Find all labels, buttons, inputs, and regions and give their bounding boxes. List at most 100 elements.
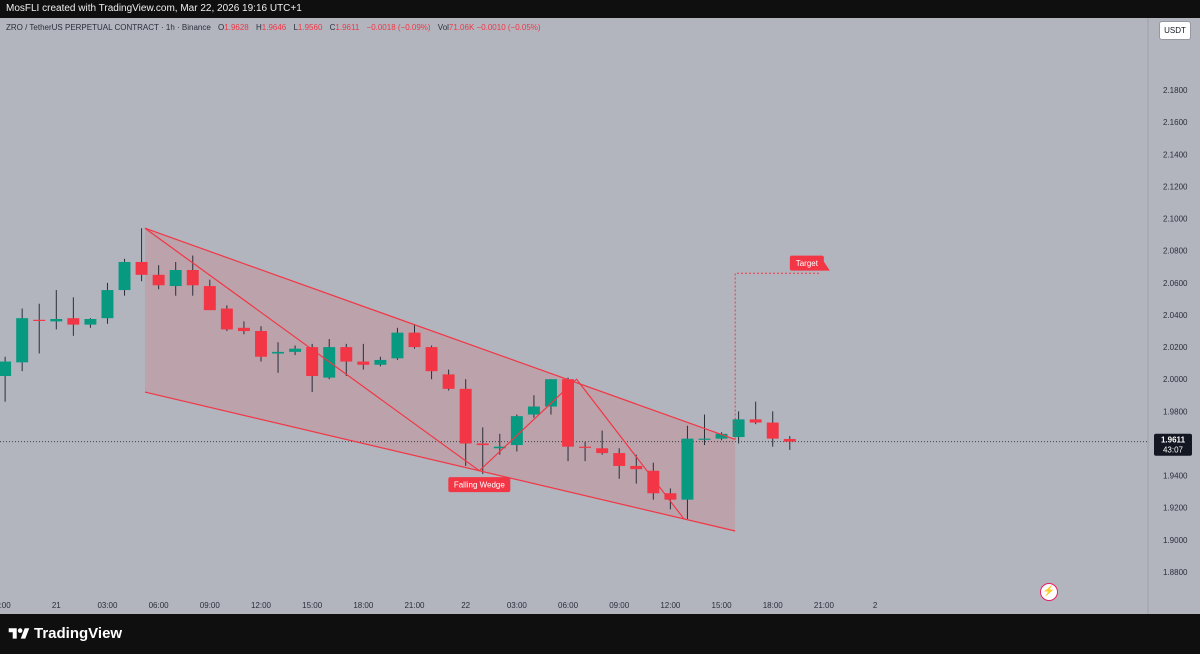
x-tick-label: 06:00 xyxy=(558,601,579,610)
symbol-title: ZRO / TetherUS PERPETUAL CONTRACT · 1h ·… xyxy=(6,23,211,32)
x-tick-label: 15:00 xyxy=(712,601,733,610)
candle-body xyxy=(783,438,796,442)
high-value: 1.9646 xyxy=(261,23,287,32)
credit-text: MosFLI created with TradingView.com, Mar… xyxy=(6,3,302,14)
last-price-badge xyxy=(1154,433,1192,456)
last-price-value: 1.9611 xyxy=(1161,436,1186,445)
candle-body xyxy=(101,290,114,319)
target-label-box xyxy=(789,255,824,271)
x-tick-label: 21:00 xyxy=(404,601,425,610)
open-label: O xyxy=(218,23,225,32)
candle-body xyxy=(613,453,626,466)
credit-bar: MosFLI created with TradingView.com, Mar… xyxy=(0,0,1200,18)
x-tick-label: 09:00 xyxy=(609,601,630,610)
candle-body xyxy=(169,270,182,287)
y-tick-label: 1.9000 xyxy=(1163,536,1188,545)
candle-body xyxy=(493,446,506,449)
low-label: L xyxy=(293,23,298,32)
x-tick-label: 12:00 xyxy=(660,601,681,610)
price-change: −0.0018 (−0.09%) xyxy=(366,23,431,32)
y-tick-label: 1.8800 xyxy=(1163,568,1188,577)
y-tick-label: 2.0400 xyxy=(1163,311,1188,320)
candle-body xyxy=(425,347,438,372)
x-tick-label: 06:00 xyxy=(149,601,170,610)
candle-body xyxy=(272,351,285,354)
candle-body xyxy=(135,261,148,275)
wedge-upper-line xyxy=(144,227,736,441)
volume-change: −0.0010 (−0.05%) xyxy=(476,23,541,32)
open-value: 1.9628 xyxy=(224,23,249,32)
volume-label: Vol xyxy=(437,23,449,32)
y-tick-label: 2.1200 xyxy=(1163,182,1188,191)
candle-body xyxy=(545,379,557,407)
y-tick-label: 2.0800 xyxy=(1163,247,1188,256)
x-tick-label: 21:00 xyxy=(814,601,835,610)
brand-name: TradingView xyxy=(34,625,123,642)
candle-body xyxy=(255,331,267,357)
x-tick-label: 18:00 xyxy=(763,601,784,610)
wedge-label: Falling Wedge xyxy=(454,481,506,490)
wedge-label-box xyxy=(448,477,511,493)
close-value: 1.9611 xyxy=(335,23,360,32)
target-path xyxy=(734,272,821,440)
candle-body xyxy=(698,438,711,440)
candle-body xyxy=(237,327,250,332)
x-tick-label: :00 xyxy=(0,601,11,610)
price-chart[interactable]: 2.1800 2.1600 2.1400 2.1200 2.1000 2.0800 2.06… xyxy=(0,18,1200,614)
candle-body xyxy=(647,470,660,494)
target-label-pointer xyxy=(820,261,830,271)
y-tick-label: 1.9200 xyxy=(1163,504,1188,513)
candle-body xyxy=(118,261,131,291)
candle-body xyxy=(186,270,199,286)
candle-body xyxy=(562,379,574,447)
candle-body xyxy=(408,332,421,348)
candle-body xyxy=(84,318,97,325)
x-tick-label: 15:00 xyxy=(302,601,323,610)
candle-body xyxy=(0,361,12,376)
candle-body xyxy=(766,422,779,439)
volume-value: 71.06K xyxy=(448,23,475,32)
candle-body xyxy=(340,347,353,362)
wedge-fill xyxy=(144,228,736,531)
symbol-legend: ZRO / TetherUS PERPETUAL CONTRACT · 1h ·… xyxy=(6,23,541,32)
candle-body xyxy=(152,274,165,286)
footer-bar: TradingView xyxy=(0,614,1200,654)
y-tick-label: 2.0000 xyxy=(1163,375,1188,384)
x-tick-label: 22 xyxy=(461,601,470,610)
y-tick-label: 2.1400 xyxy=(1163,150,1188,159)
candle-body xyxy=(50,318,63,322)
x-tick-label: 2 xyxy=(873,601,878,610)
high-label: H xyxy=(255,23,262,32)
candle-body xyxy=(579,446,592,448)
x-tick-label: 03:00 xyxy=(97,601,118,610)
candle-body xyxy=(16,318,29,363)
close-label: C xyxy=(329,23,336,32)
candle-body xyxy=(442,374,455,389)
y-tick-label: 2.1600 xyxy=(1163,118,1188,127)
candle-body xyxy=(306,347,319,376)
candle-body xyxy=(527,406,540,415)
y-tick-label: 1.9800 xyxy=(1163,407,1188,416)
chart-pane[interactable]: 2.1800 2.1600 2.1400 2.1200 2.1000 2.0800 2.06… xyxy=(0,18,1200,614)
y-tick-label: 1.9400 xyxy=(1163,472,1188,481)
bar-countdown: 43:07 xyxy=(1163,446,1184,455)
x-tick-label: 03:00 xyxy=(507,601,528,610)
tradingview-logo[interactable]: TradingView xyxy=(8,625,122,642)
candle-body xyxy=(749,419,762,423)
y-tick-label: 2.0200 xyxy=(1163,343,1188,352)
candle-body xyxy=(459,388,472,444)
currency-button[interactable]: USDT xyxy=(1159,21,1191,40)
y-tick-label: 2.0600 xyxy=(1163,279,1188,288)
wedge-zigzag-line xyxy=(144,227,685,520)
low-value: 1.9560 xyxy=(297,23,323,32)
candle-body xyxy=(630,465,643,470)
lightning-bolt-icon[interactable]: ⚡ xyxy=(1040,583,1058,601)
candle-body xyxy=(374,359,387,365)
target-label: Target xyxy=(796,259,819,268)
tradingview-logo-icon xyxy=(8,627,30,639)
candle-body xyxy=(510,416,523,446)
candle-body xyxy=(732,419,745,438)
candle-body xyxy=(67,318,80,325)
candle-body xyxy=(391,332,404,359)
candle-body xyxy=(357,361,370,365)
